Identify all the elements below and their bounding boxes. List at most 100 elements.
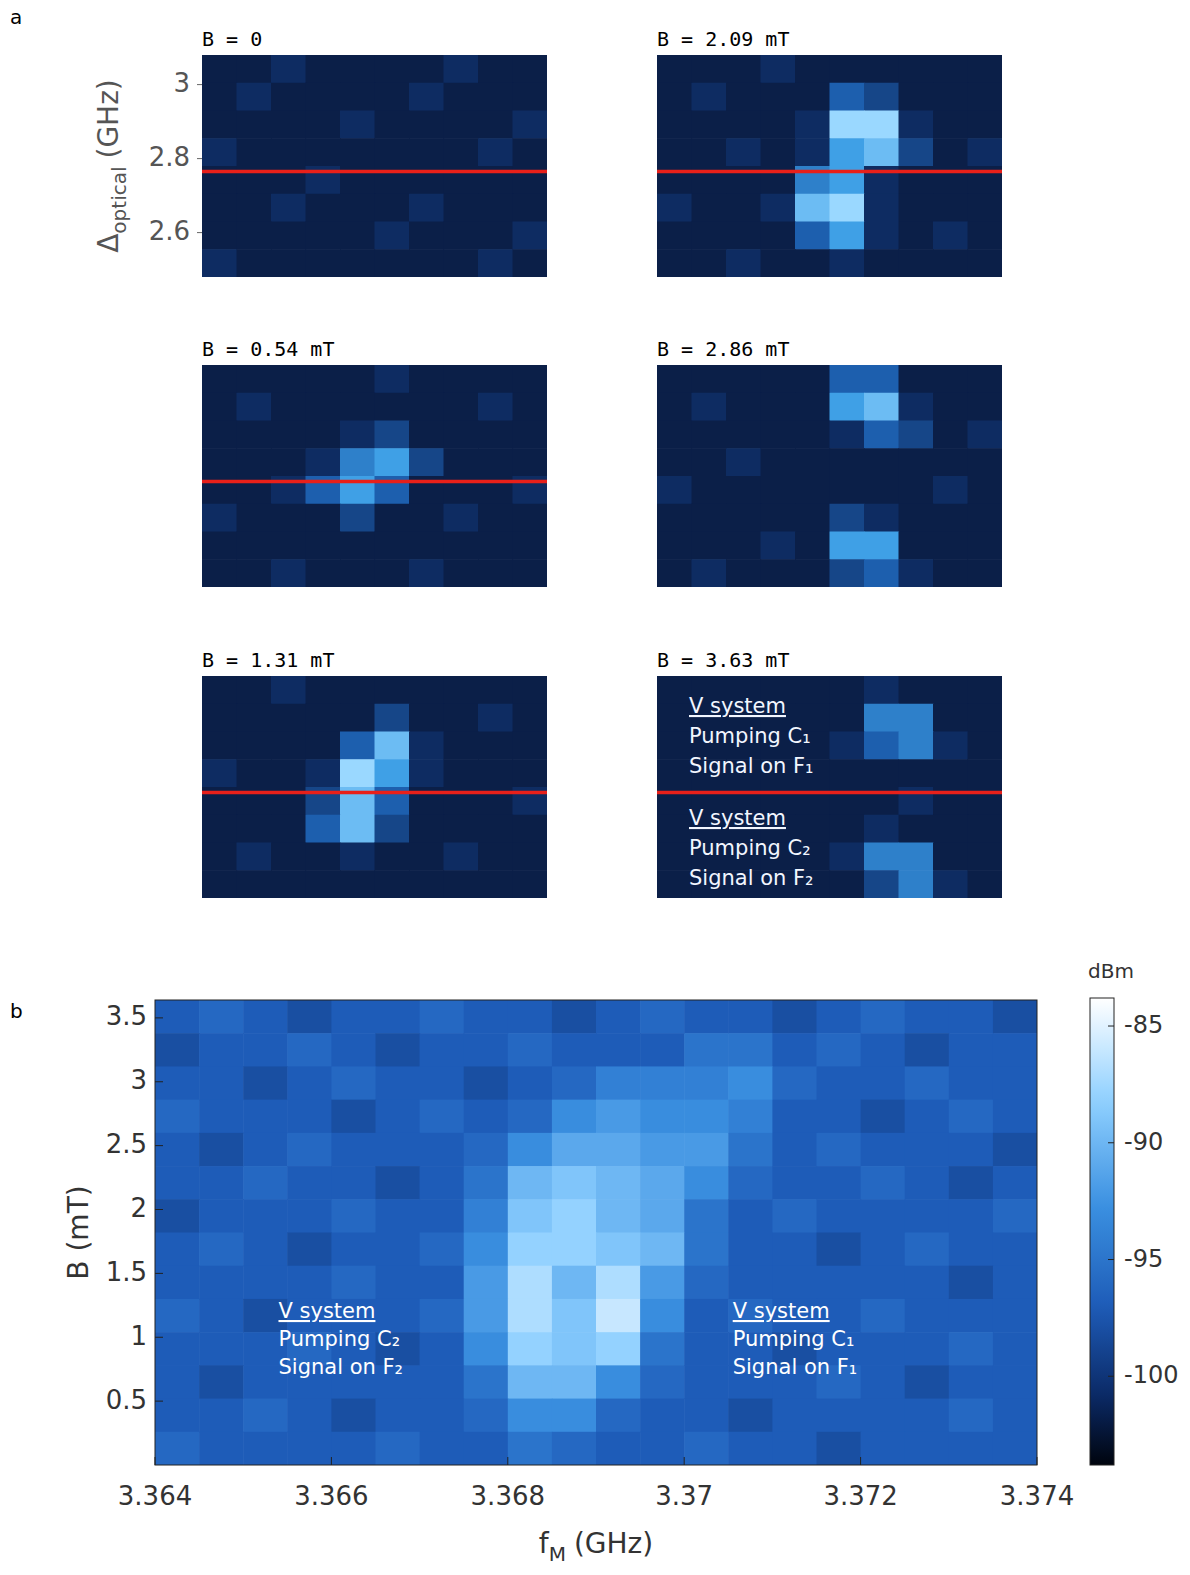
cell [899, 249, 934, 277]
axis-title: Δoptical(GHz) [92, 79, 131, 253]
cell [478, 421, 513, 449]
cell [726, 249, 761, 277]
cell [864, 194, 899, 222]
cell [761, 532, 796, 560]
cell [409, 759, 444, 787]
tick [1108, 1142, 1114, 1143]
cell [899, 504, 934, 532]
cell [864, 476, 899, 504]
cell [513, 249, 548, 277]
cell [237, 393, 272, 421]
cell [772, 1166, 817, 1200]
cell [552, 1100, 597, 1134]
cell [684, 1033, 729, 1067]
cell [899, 194, 934, 222]
tick-label: 3.372 [823, 1481, 897, 1511]
cell [657, 815, 692, 843]
cell [968, 704, 1003, 732]
cell [306, 759, 341, 787]
cell [376, 1066, 421, 1100]
cell [409, 448, 444, 476]
cell [864, 843, 899, 871]
cell [340, 870, 375, 898]
cell [726, 393, 761, 421]
cell [375, 870, 410, 898]
cell [761, 194, 796, 222]
cell [657, 843, 692, 871]
cell [375, 55, 410, 83]
cell [552, 1365, 597, 1399]
cell [949, 1332, 994, 1366]
cell [478, 55, 513, 83]
cell [692, 476, 727, 504]
cell [657, 421, 692, 449]
cell [596, 1299, 641, 1333]
cell [552, 1399, 597, 1433]
cell [657, 222, 692, 250]
cell [761, 83, 796, 111]
cell [513, 222, 548, 250]
cell [761, 222, 796, 250]
cell [513, 504, 548, 532]
heatmap [657, 365, 1002, 587]
tick [197, 232, 202, 233]
cell [949, 1233, 994, 1267]
cell [202, 704, 237, 732]
cell [657, 55, 692, 83]
reference-line [202, 791, 547, 795]
cell [202, 448, 237, 476]
cell [830, 194, 865, 222]
cell [864, 393, 899, 421]
cell [726, 111, 761, 139]
cell [478, 704, 513, 732]
tick-label: -90 [1124, 1128, 1163, 1156]
cell [271, 732, 306, 760]
cell [287, 1000, 332, 1034]
cell [899, 365, 934, 393]
cell [287, 1166, 332, 1200]
cell [271, 870, 306, 898]
cell [271, 365, 306, 393]
cell [830, 532, 865, 560]
cell [861, 1199, 906, 1233]
cell [861, 1000, 906, 1034]
cell [640, 1365, 685, 1399]
cell [513, 676, 548, 704]
cell [271, 222, 306, 250]
cell [968, 222, 1003, 250]
cell [899, 559, 934, 587]
cell [409, 421, 444, 449]
tick [1108, 1376, 1114, 1377]
cell [306, 532, 341, 560]
cell [772, 1033, 817, 1067]
cell [340, 421, 375, 449]
cell [864, 870, 899, 898]
cell [640, 1100, 685, 1134]
cell [478, 843, 513, 871]
cell [817, 1233, 862, 1267]
cell [444, 249, 479, 277]
cell [761, 111, 796, 139]
cell [306, 870, 341, 898]
cell [830, 365, 865, 393]
cell [968, 365, 1003, 393]
cell [692, 249, 727, 277]
cell [552, 1133, 597, 1167]
cell [513, 815, 548, 843]
cell [508, 1066, 553, 1100]
cell [375, 249, 410, 277]
cell [968, 393, 1003, 421]
cell [376, 1033, 421, 1067]
cell [657, 732, 692, 760]
cell [993, 1399, 1037, 1433]
tick [197, 158, 202, 159]
cell [420, 1365, 465, 1399]
cell [202, 815, 237, 843]
cell [331, 1166, 376, 1200]
cell [905, 1266, 950, 1300]
cell [795, 676, 830, 704]
cell [552, 1166, 597, 1200]
cell [899, 815, 934, 843]
cell [864, 448, 899, 476]
tick-label: 3.366 [294, 1481, 368, 1511]
